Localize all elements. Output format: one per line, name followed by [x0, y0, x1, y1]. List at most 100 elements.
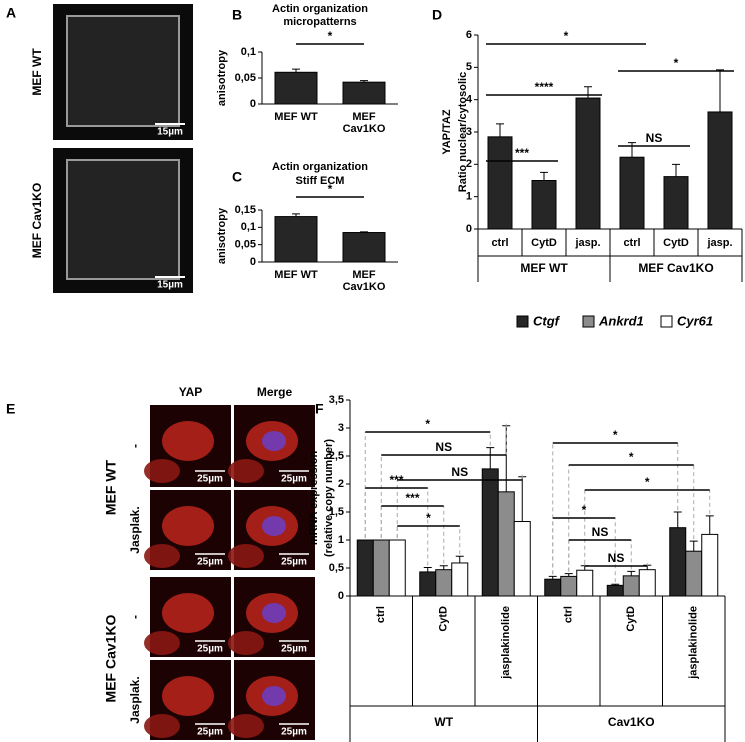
- significance-label: ***: [515, 146, 529, 160]
- group-label: MEF Cav1KO: [638, 261, 713, 275]
- cell: [162, 593, 214, 633]
- y-tick-label: 0: [250, 98, 256, 110]
- cell: [144, 544, 180, 568]
- significance-label: ***: [389, 473, 403, 487]
- error-bar: [705, 515, 714, 535]
- error-bar: [673, 511, 682, 528]
- error-bar: [455, 555, 464, 563]
- error-bar: [689, 540, 698, 552]
- bar: [342, 81, 386, 105]
- significance-label: *: [328, 29, 333, 43]
- bar: [451, 562, 469, 597]
- x-tick-label: jasplakinolide: [500, 606, 512, 680]
- group-label: MEF Cav1KO: [103, 614, 119, 702]
- scale-label: 25µm: [197, 644, 223, 655]
- row-label: -: [128, 615, 142, 619]
- row-label: Jasplak.: [128, 676, 142, 723]
- nucleus: [262, 686, 286, 706]
- y-tick-label: 0,05: [235, 72, 256, 84]
- x-tick-label: Cav1KO: [343, 123, 386, 135]
- cell-outline: [66, 15, 180, 127]
- group-label: MEF WT: [103, 459, 119, 515]
- bar: [388, 539, 406, 597]
- y-tick-label: 0,5: [329, 562, 344, 574]
- x-tick-label: CytD: [531, 237, 557, 249]
- cell: [228, 631, 264, 655]
- cell: [228, 459, 264, 483]
- error-bar: [439, 565, 448, 570]
- cell-outline: [66, 159, 180, 280]
- x-tick-label: ctrl: [623, 237, 640, 249]
- panel-letter: C: [232, 169, 242, 185]
- y-tick-label: 1: [466, 191, 472, 203]
- y-tick-label: 0: [250, 256, 256, 268]
- row-label: Jasplak.: [128, 506, 142, 553]
- x-tick-label: MEF: [352, 111, 376, 123]
- bar: [497, 491, 515, 597]
- y-tick-label: 0,15: [235, 204, 256, 216]
- error-bar: [292, 68, 300, 73]
- x-tick-label: MEF WT: [274, 269, 318, 281]
- y-tick-label: 1,5: [329, 506, 344, 518]
- significance-label: *: [582, 503, 587, 517]
- y-axis-label: Ratio nuclear/cytosolic: [457, 72, 469, 192]
- bar: [576, 569, 594, 597]
- y-tick-label: 3,5: [329, 394, 344, 406]
- y-tick-label: 0,05: [235, 239, 256, 251]
- error-bar: [360, 231, 368, 233]
- significance-label: *: [328, 182, 333, 196]
- cell: [162, 506, 214, 546]
- row-label: MEF WT: [30, 48, 44, 96]
- y-tick-label: 0: [338, 590, 344, 602]
- panel-letter: F: [315, 401, 324, 417]
- nucleus: [262, 603, 286, 623]
- y-tick-label: 0,1: [241, 221, 256, 233]
- y-tick-label: 2: [466, 158, 472, 170]
- error-bar: [292, 213, 300, 217]
- bar: [638, 569, 656, 597]
- scale-label: 25µm: [281, 474, 307, 485]
- x-tick-label: ctrl: [563, 606, 575, 623]
- y-tick-label: 0,1: [241, 46, 256, 58]
- error-bar: [628, 142, 636, 158]
- x-tick-label: CytD: [625, 606, 637, 632]
- error-bar: [540, 171, 548, 181]
- significance-label: *: [674, 56, 679, 70]
- bar: [513, 521, 531, 597]
- bar: [487, 136, 513, 230]
- significance-label: ****: [535, 80, 554, 94]
- bar: [435, 569, 453, 597]
- bar: [619, 156, 645, 230]
- error-bar: [584, 86, 592, 99]
- cell: [162, 421, 214, 461]
- y-axis-label: (relative copy number): [323, 439, 335, 557]
- x-tick-label: jasplakinolide: [688, 606, 700, 680]
- panel-letter: A: [6, 5, 16, 21]
- y-tick-label: 1: [338, 534, 344, 546]
- significance-label: NS: [451, 465, 468, 479]
- y-tick-label: 3: [466, 126, 472, 138]
- error-bar: [564, 573, 573, 577]
- x-tick-label: ctrl: [491, 237, 508, 249]
- y-axis-label: mRNA expression: [308, 451, 320, 546]
- y-axis-label: anisotropy: [216, 49, 228, 106]
- cell: [228, 714, 264, 738]
- x-tick-label: CytD: [438, 606, 450, 632]
- bar: [560, 575, 578, 597]
- chart-title: Actin organization: [272, 3, 368, 15]
- significance-label: *: [613, 428, 618, 442]
- bar: [622, 575, 640, 597]
- x-tick-label: CytD: [663, 237, 689, 249]
- row-label: -: [128, 444, 142, 448]
- nucleus: [262, 431, 286, 451]
- column-label: YAP: [179, 385, 203, 399]
- bar: [419, 571, 437, 597]
- significance-label: NS: [608, 551, 625, 565]
- y-tick-label: 6: [466, 29, 472, 41]
- legend-swatch: [582, 315, 595, 328]
- bar: [575, 97, 601, 230]
- y-tick-label: 5: [466, 61, 472, 73]
- error-bar: [611, 583, 620, 586]
- chart-title: Actin organization: [272, 161, 368, 173]
- group-label: WT: [434, 715, 453, 729]
